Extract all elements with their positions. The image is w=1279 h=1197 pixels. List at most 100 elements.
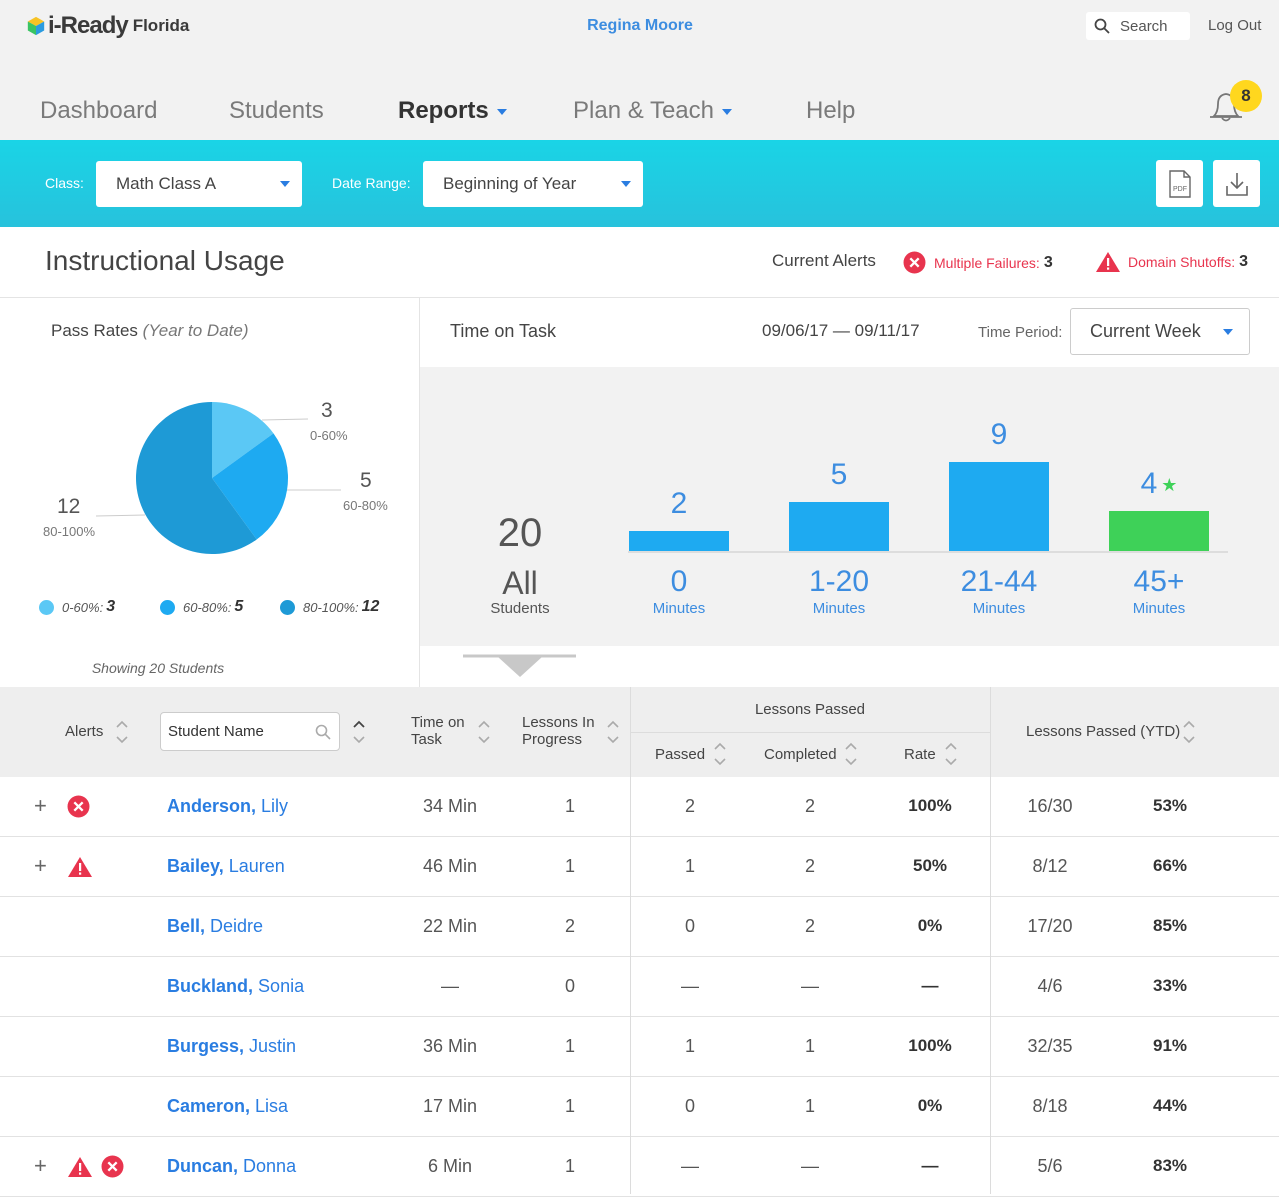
lessons-in-progress-column-header[interactable]: Lessons In Progress [522,714,595,748]
rate-cell: — [921,976,939,995]
ytd-percent-cell: 44% [1152,1096,1188,1115]
ytd-percent-cell: 33% [1152,976,1188,995]
pie-label-count: 12 [57,495,81,518]
student-name-link[interactable]: Duncan, Donna [167,1137,367,1197]
student-name-link[interactable]: Anderson, Lily [167,777,367,837]
sort-icon[interactable] [606,719,620,745]
sort-icon[interactable] [477,719,491,745]
student-name-search-input[interactable]: Student Name [160,712,340,751]
pdf-export-button[interactable]: PDF [1156,160,1203,207]
bar-category-label[interactable]: 0 [670,565,688,598]
passed-cell: — [681,1156,699,1176]
nav-help[interactable]: Help [806,97,856,124]
table-row[interactable]: Cameron, Lisa 17 Min 1 0 1 0% 8/18 44% [0,1077,1279,1137]
chart-bar[interactable] [789,502,889,551]
all-students-label[interactable]: All [502,565,538,601]
rate-cell: — [921,1156,939,1175]
date-range-select[interactable]: Beginning of Year [423,161,643,207]
nav-plan-teach[interactable]: Plan & Teach [573,97,732,125]
student-first-name: Lisa [255,1096,289,1116]
chevron-down-icon [280,181,290,187]
failure-icon[interactable] [67,795,90,823]
bar-category-label[interactable]: 21-44 [960,565,1038,598]
nav-reports[interactable]: Reports [398,97,507,125]
bar-unit-label: Minutes [652,600,706,617]
completed-column-header[interactable]: Completed [764,746,837,763]
sort-icon[interactable] [1182,719,1196,745]
passed-cell: 1 [684,856,695,876]
legend-item: 0-60%: 3 [39,598,115,616]
time-period-label: Time Period: [978,324,1063,341]
download-button[interactable] [1213,160,1260,207]
column-divider [630,777,631,1194]
sort-icon[interactable] [944,741,958,767]
table-row[interactable]: Burgess, Justin 36 Min 1 1 1 100% 32/35 91% [0,1017,1279,1077]
chart-bar[interactable] [629,531,729,551]
class-select[interactable]: Math Class A [96,161,302,207]
showing-count: Showing 20 Students [91,660,225,676]
time-on-task-cell: — [441,976,459,996]
student-name-link[interactable]: Burgess, Justin [167,1017,367,1077]
page-header: Instructional Usage Current Alerts Multi… [0,227,1279,298]
bell-icon[interactable] [1206,86,1246,126]
ytd-lessons-cell: 8/12 [1032,856,1068,876]
pdf-icon-text: PDF [1173,186,1187,193]
nav-students[interactable]: Students [229,97,324,124]
warning-icon[interactable] [67,856,93,883]
all-students-count[interactable]: 20 [497,511,543,555]
table-row[interactable]: + Anderson, Lily 34 Min 1 2 2 100% 16/30 53% [0,777,1279,837]
bar-value-label: 9 [990,418,1008,451]
expand-row-button[interactable]: + [34,793,47,818]
logout-link[interactable]: Log Out [1208,17,1262,34]
sort-icon[interactable] [352,719,366,745]
student-name-link[interactable]: Cameron, Lisa [167,1077,367,1137]
bar-value-label: 2 [670,487,688,520]
nav-dashboard[interactable]: Dashboard [40,97,158,124]
student-name-link[interactable]: Bell, Deidre [167,897,367,957]
pie-slice[interactable] [135,402,257,554]
student-name-link[interactable]: Bailey, Lauren [167,837,367,897]
student-name-link[interactable]: Buckland, Sonia [167,957,367,1017]
table-row[interactable]: + Bailey, Lauren 46 Min 1 1 2 50% 8/12 66% [0,837,1279,897]
student-last-name: Bailey, [167,856,224,876]
completed-cell: 2 [804,796,815,816]
lessons-in-progress-cell: 1 [564,1156,575,1176]
legend-label: 80-100%: [303,599,359,615]
time-on-task-cell: 6 Min [427,1156,472,1176]
table-row[interactable]: + Duncan, Donna 6 Min 1 — — — 5/6 83% [0,1137,1279,1197]
search-button[interactable]: Search [1086,12,1190,40]
passed-column-header[interactable]: Passed [655,746,706,763]
bar-category-label[interactable]: 45+ [1133,565,1185,598]
student-last-name: Buckland, [167,976,254,996]
multiple-failures-alert[interactable]: Multiple Failures: 3 [903,251,1053,274]
rate-cell: 100% [908,1036,952,1055]
rate-cell: 0% [917,1096,943,1115]
warning-icon [1096,252,1120,272]
rate-column-header[interactable]: Rate [904,746,936,763]
lessons-passed-ytd-column-header[interactable]: Lessons Passed (YTD) [1026,723,1181,740]
table-row[interactable]: Buckland, Sonia — 0 — — — 4/6 33% [0,957,1279,1017]
sort-icon[interactable] [844,741,858,767]
sort-icon[interactable] [115,719,129,745]
iready-logo[interactable]: i-Ready Florida [26,12,189,40]
pie-slice[interactable] [212,433,288,540]
expand-row-button[interactable]: + [34,853,47,878]
user-name-link[interactable]: Regina Moore [587,17,693,34]
time-period-select[interactable]: Current Week [1070,308,1250,355]
ytd-lessons-cell: 8/18 [1032,1096,1068,1116]
bar-category-label[interactable]: 1-20 [808,565,870,598]
expand-row-button[interactable]: + [34,1153,47,1178]
warning-icon[interactable] [67,1156,93,1183]
table-row[interactable]: Bell, Deidre 22 Min 2 0 2 0% 17/20 85% [0,897,1279,957]
alerts-column-header[interactable]: Alerts [65,723,104,740]
domain-shutoffs-alert[interactable]: Domain Shutoffs: 3 [1095,251,1248,273]
time-on-task-column-header[interactable]: Time on Task [411,714,465,748]
failure-icon[interactable] [101,1155,124,1183]
pdf-icon: PDF [1168,169,1191,198]
time-on-task-cell: 36 Min [422,1036,478,1056]
passed-cell: 1 [684,1036,695,1056]
sort-icon[interactable] [713,741,727,767]
chart-bar[interactable] [949,462,1049,551]
pie-slice[interactable] [212,402,274,478]
chart-bar[interactable] [1109,511,1209,551]
